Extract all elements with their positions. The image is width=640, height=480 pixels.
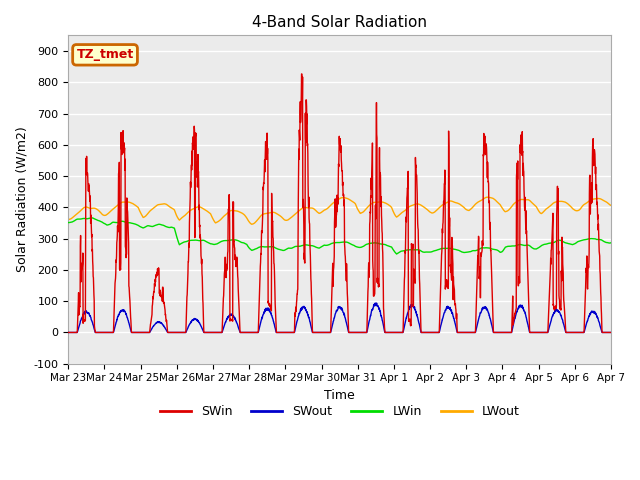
Legend: SWin, SWout, LWin, LWout: SWin, SWout, LWin, LWout [155,400,525,423]
X-axis label: Time: Time [324,389,355,402]
Text: TZ_tmet: TZ_tmet [76,48,134,61]
Y-axis label: Solar Radiation (W/m2): Solar Radiation (W/m2) [15,127,28,273]
Title: 4-Band Solar Radiation: 4-Band Solar Radiation [252,15,427,30]
